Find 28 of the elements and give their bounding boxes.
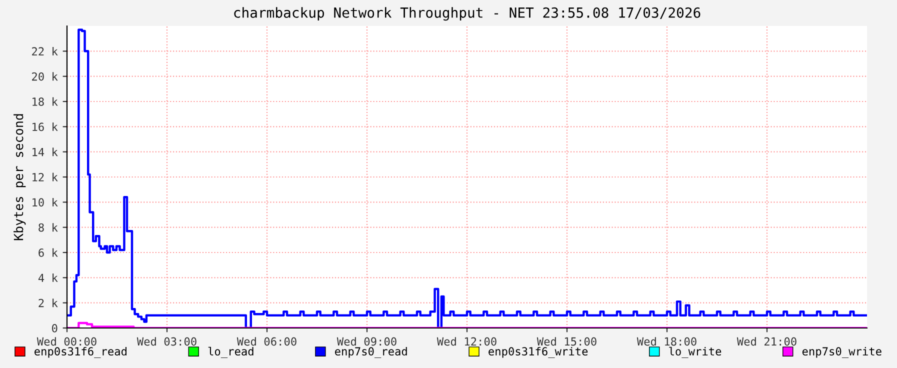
- y-tick-label: 14 k: [32, 148, 58, 156]
- x-tick-label: Wed 18:00: [636, 337, 696, 346]
- legend-label: enp7s0_read: [334, 346, 407, 358]
- y-tick-label: 0: [52, 324, 58, 332]
- y-tick-label: 2 k: [38, 298, 58, 308]
- y-tick-label: 12 k: [32, 172, 58, 182]
- chart-title: charmbackup Network Throughput - NET 23:55.08 17/03/2026: [234, 7, 700, 21]
- y-tick-label: 8 k: [38, 223, 58, 232]
- y-axis-title: Kbytes per second: [14, 114, 26, 240]
- y-tick-label: 20 k: [32, 72, 58, 81]
- legend-label: enp7s0_write: [802, 346, 882, 358]
- y-tick-label: 10 k: [32, 198, 58, 207]
- y-tick-label: 16 k: [32, 122, 58, 132]
- x-tick-label: Wed 21:00: [736, 337, 796, 346]
- y-tick-label: 18 k: [32, 97, 58, 106]
- legend-label: enp0s31f6_write: [488, 346, 588, 358]
- x-tick-label: Wed 15:00: [536, 337, 596, 346]
- x-tick-label: Wed 09:00: [336, 337, 396, 346]
- x-tick-label: Wed 00:00: [36, 337, 96, 346]
- y-tick-label: 6 k: [38, 248, 58, 257]
- legend-label: lo_write: [669, 346, 722, 358]
- y-tick-label: 22 k: [32, 46, 58, 56]
- x-tick-label: Wed 06:00: [236, 337, 296, 346]
- y-tick-label: 4 k: [38, 273, 58, 282]
- x-tick-label: Wed 12:00: [436, 337, 496, 346]
- legend-label: enp0s31f6_read: [34, 346, 126, 358]
- x-tick-label: Wed 03:00: [136, 337, 196, 346]
- legend-label: lo_read: [208, 346, 254, 358]
